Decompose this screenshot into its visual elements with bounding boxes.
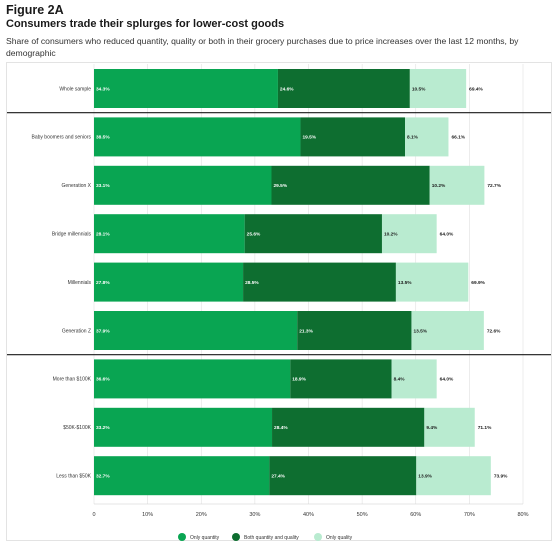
chart-title: Consumers trade their splurges for lower… xyxy=(6,18,285,30)
data-label: 21.3% xyxy=(299,328,313,334)
data-label: 28.5% xyxy=(245,280,259,286)
total-label: 69.4% xyxy=(469,86,483,92)
x-tick-label: 10% xyxy=(142,512,153,518)
data-label: 36.6% xyxy=(96,377,110,383)
x-tick-label: 50% xyxy=(357,512,368,518)
bar-segment xyxy=(94,117,301,157)
data-label: 33.1% xyxy=(96,183,110,189)
bar-segment xyxy=(409,69,467,108)
bar-segment xyxy=(395,262,469,302)
x-tick-label: 70% xyxy=(464,512,475,518)
data-label: 28.4% xyxy=(274,425,288,431)
data-label: 27.8% xyxy=(96,280,110,286)
legend-swatch xyxy=(178,533,186,541)
x-tick-label: 80% xyxy=(517,512,528,518)
category-label: Generation Z xyxy=(62,328,91,334)
bar-segment xyxy=(94,407,273,447)
data-label: 10.2% xyxy=(432,183,446,189)
category-label: Baby boomers and seniors xyxy=(32,135,92,141)
bar-segment xyxy=(290,359,392,399)
bar-segment xyxy=(244,214,382,254)
chart-subtitle: Share of consumers who reduced quantity,… xyxy=(6,36,519,58)
data-label: 13.9% xyxy=(418,474,432,480)
total-label: 72.6% xyxy=(487,328,501,334)
total-label: 72.7% xyxy=(487,183,501,189)
category-label: Whole sample xyxy=(59,86,91,92)
data-label: 18.9% xyxy=(292,377,306,383)
category-label: Generation X xyxy=(62,183,92,189)
x-tick-label: 30% xyxy=(249,512,260,518)
data-label: 10.2% xyxy=(384,232,398,238)
data-label: 24.6% xyxy=(280,86,294,92)
legend-label: Both quantity and quality xyxy=(244,535,299,541)
plot-frame xyxy=(6,62,552,541)
data-label: 13.5% xyxy=(413,328,427,334)
total-label: 73.9% xyxy=(494,474,508,480)
data-label: 8.1% xyxy=(407,135,419,141)
bar-segment xyxy=(94,359,291,399)
bar-segment xyxy=(272,407,425,447)
data-label: 27.4% xyxy=(271,474,285,480)
legend-swatch xyxy=(232,533,240,541)
category-label: Millennials xyxy=(68,280,92,286)
total-label: 64.0% xyxy=(440,377,454,383)
total-label: 64.0% xyxy=(440,232,454,238)
bar-segment xyxy=(391,359,437,399)
bar-segment xyxy=(94,69,278,108)
bar-segment xyxy=(405,117,449,157)
category-label: Less than $50K xyxy=(56,474,91,480)
bar-segment xyxy=(271,165,430,205)
bar-segment xyxy=(416,456,491,496)
bar-segment xyxy=(277,69,410,108)
bar-segment xyxy=(269,456,417,496)
data-label: 34.3% xyxy=(96,86,110,92)
x-tick-label: 20% xyxy=(196,512,207,518)
total-label: 71.1% xyxy=(478,425,492,431)
legend-swatch xyxy=(314,533,322,541)
bar-segment xyxy=(411,311,484,350)
bar-segment xyxy=(297,311,412,350)
figure-label: Figure 2A xyxy=(6,3,64,17)
data-label: 32.7% xyxy=(96,474,110,480)
data-label: 25.6% xyxy=(247,232,261,238)
data-label: 19.5% xyxy=(302,135,316,141)
x-tick-label: 60% xyxy=(410,512,421,518)
bar-segment xyxy=(94,165,272,205)
bar-segment xyxy=(381,214,437,254)
data-label: 28.1% xyxy=(96,232,110,238)
bar-segment xyxy=(94,311,298,350)
x-tick-label: 40% xyxy=(303,512,314,518)
bar-segment xyxy=(94,456,270,496)
data-label: 13.5% xyxy=(398,280,412,286)
data-label: 38.5% xyxy=(96,135,110,141)
data-label: 37.9% xyxy=(96,328,110,334)
data-label: 33.2% xyxy=(96,425,110,431)
category-label: More than $100K xyxy=(53,377,92,383)
bar-segment xyxy=(243,262,396,302)
total-label: 66.1% xyxy=(451,135,465,141)
x-tick-label: 0 xyxy=(92,512,95,518)
category-label: $50K-$100K xyxy=(63,425,91,431)
data-label: 29.5% xyxy=(273,183,287,189)
category-label: Bridge millennials xyxy=(52,232,92,238)
bar-segment xyxy=(300,117,406,157)
data-label: 10.5% xyxy=(412,86,426,92)
legend-label: Only quantity xyxy=(190,535,220,541)
data-label: 9.4% xyxy=(426,425,438,431)
bar-segment xyxy=(429,165,485,205)
legend-label: Only quality xyxy=(326,535,353,541)
bar-segment xyxy=(424,407,475,447)
total-label: 69.9% xyxy=(471,280,485,286)
data-label: 8.4% xyxy=(394,377,406,383)
bar-segment xyxy=(94,262,244,302)
bar-segment xyxy=(94,214,245,254)
